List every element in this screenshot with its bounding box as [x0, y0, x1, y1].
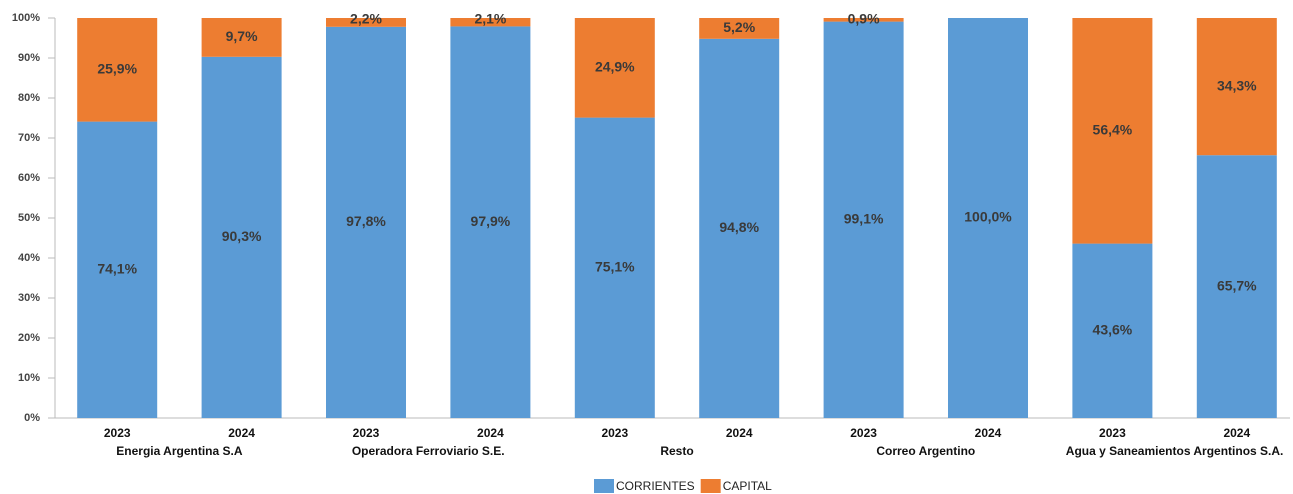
data-label: 65,7%: [1217, 277, 1257, 293]
y-tick-label: 10%: [18, 372, 40, 384]
data-label: 0,9%: [848, 11, 880, 27]
data-label: 43,6%: [1093, 322, 1133, 338]
bar-segment: [326, 18, 406, 27]
legend-swatch: [700, 479, 721, 493]
legend-label: CAPITAL: [723, 479, 772, 493]
y-tick-label: 50%: [18, 212, 40, 224]
y-tick-label: 80%: [18, 92, 40, 104]
bar-segment: [823, 18, 904, 22]
x-tick-label: 2024: [477, 426, 504, 440]
x-tick-label: 2024: [975, 426, 1002, 440]
bar-segment: [450, 26, 531, 419]
bar-segment: [699, 38, 780, 419]
data-label: 99,1%: [844, 211, 884, 227]
x-tick-label: 2024: [228, 426, 255, 440]
data-label: 34,3%: [1217, 77, 1257, 93]
y-tick-label: 20%: [18, 332, 40, 344]
x-tick-label: 2024: [1223, 426, 1250, 440]
bar-segment: [823, 21, 904, 418]
group-label: Agua y Saneamientos Argentinos S.A.: [1066, 444, 1284, 458]
data-label: 75,1%: [595, 259, 635, 275]
data-label: 2,2%: [350, 11, 382, 27]
x-tick-label: 2023: [353, 426, 380, 440]
y-tick-label: 60%: [18, 172, 40, 184]
x-tick-label: 2023: [1099, 426, 1126, 440]
x-tick-label: 2023: [601, 426, 628, 440]
bar-segment: [1072, 18, 1153, 244]
data-label: 9,7%: [226, 28, 258, 44]
data-label: 74,1%: [97, 261, 137, 277]
bar-segment: [77, 18, 158, 122]
data-label: 2,1%: [474, 11, 506, 27]
bar-segment: [574, 117, 655, 418]
data-label: 100,0%: [964, 209, 1012, 225]
x-tick-label: 2023: [850, 426, 877, 440]
bar-segment: [77, 121, 158, 418]
bar-segment: [1196, 18, 1277, 156]
y-tick-label: 70%: [18, 132, 40, 144]
bar-segment: [201, 56, 282, 419]
y-tick-label: 90%: [18, 52, 40, 64]
y-tick-label: 30%: [18, 292, 40, 304]
bar-segment: [326, 26, 406, 419]
bar-segment: [1196, 155, 1277, 418]
data-label: 94,8%: [719, 219, 759, 235]
bar-segment: [201, 18, 282, 57]
x-tick-label: 2024: [726, 426, 753, 440]
legend-label: CORRIENTES: [616, 479, 695, 493]
data-label: 90,3%: [222, 228, 262, 244]
data-label: 5,2%: [723, 19, 755, 35]
bar-segment: [450, 18, 531, 27]
y-tick-label: 40%: [18, 252, 40, 264]
bar-segment: [699, 18, 780, 39]
y-tick-label: 0%: [24, 412, 40, 424]
legend-swatch: [594, 479, 614, 493]
bar-segment: [574, 18, 655, 118]
data-label: 97,9%: [471, 213, 511, 229]
group-label: Correo Argentino: [876, 444, 975, 458]
data-label: 25,9%: [97, 61, 137, 77]
data-label: 24,9%: [595, 59, 635, 75]
bar-segment: [948, 18, 1028, 418]
group-label: Energia Argentina S.A: [116, 444, 243, 458]
x-tick-label: 2023: [104, 426, 131, 440]
bar-segment: [1072, 243, 1153, 418]
y-tick-label: 100%: [12, 12, 40, 24]
data-label: 97,8%: [346, 213, 386, 229]
data-label: 56,4%: [1093, 122, 1133, 138]
group-label: Operadora Ferroviario S.E.: [352, 444, 505, 458]
group-label: Resto: [660, 444, 693, 458]
